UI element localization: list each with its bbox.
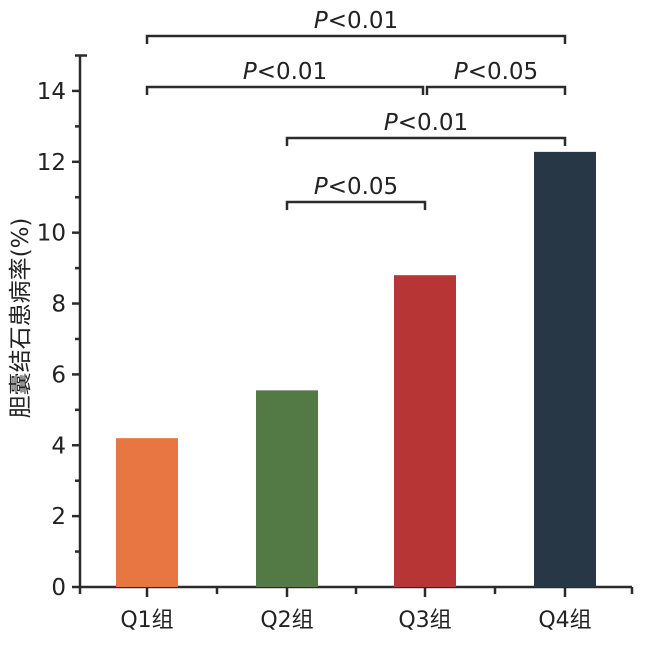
bar-Q1组 [116,438,178,587]
y-tick-label: 0 [51,575,66,601]
y-tick-label: 14 [37,79,66,105]
x-tick-label: Q4组 [538,608,591,633]
significance-bracket: P<0.05 [425,59,567,95]
significance-bracket: P<0.05 [285,174,427,210]
p-threshold: <0.01 [257,59,327,85]
bracket-line [145,85,425,95]
y-tick-label: 2 [51,504,66,530]
y-tick-label: 12 [37,150,66,176]
p-symbol: P [314,174,328,200]
bars [116,151,596,587]
significance-bracket: P<0.01 [145,8,567,44]
bracket-line [145,34,567,44]
x-tick-label: Q1组 [120,608,173,633]
significance-bracket: P<0.01 [145,59,425,95]
p-value-label: P<0.01 [314,8,398,34]
bracket-line [425,85,567,95]
p-symbol: P [314,8,328,34]
bar-Q3组 [394,275,456,587]
p-value-label: P<0.01 [243,59,327,85]
y-tick-label: 8 [51,292,66,318]
y-tick-label: 6 [51,362,66,388]
x-tick-label: Q2组 [260,608,313,633]
y-tick-label: 4 [51,433,66,459]
p-threshold: <0.01 [398,110,468,136]
bar-Q4组 [534,151,596,587]
p-value-label: P<0.05 [454,59,538,85]
significance-brackets: P<0.01P<0.01 P<0.05P<0.01P<0.05 [145,8,567,210]
significance-bracket: P<0.01 [285,110,567,146]
p-threshold: <0.01 [328,8,398,34]
p-symbol: P [454,59,468,85]
p-symbol: P [243,59,257,85]
p-threshold: <0.05 [328,174,398,200]
bar-Q2组 [256,390,318,587]
p-threshold: <0.05 [468,59,538,85]
p-symbol: P [384,110,398,136]
bracket-line [285,200,427,210]
bracket-line [285,136,567,146]
y-axis-label: 胆囊结石患病率(%) [8,218,34,419]
x-tick-label: Q3组 [398,608,451,633]
p-value-label: P<0.05 [314,174,398,200]
p-value-label: P<0.01 [384,110,468,136]
y-tick-label: 10 [37,221,66,247]
